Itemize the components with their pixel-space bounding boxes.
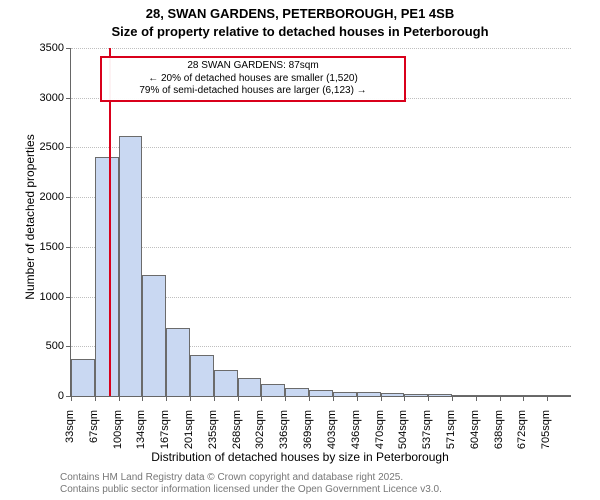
xtick-label: 336sqm: [278, 410, 290, 460]
histogram-bar: [333, 392, 357, 396]
histogram-bar: [452, 395, 476, 396]
xtick-label: 504sqm: [397, 410, 409, 460]
xtick-label: 436sqm: [350, 410, 362, 460]
histogram-bar: [428, 394, 452, 396]
annotation-line1: 28 SWAN GARDENS: 87sqm: [108, 60, 398, 73]
xtick-mark: [476, 396, 477, 401]
xtick-mark: [500, 396, 501, 401]
xtick-label: 604sqm: [469, 410, 481, 460]
histogram-bar: [381, 393, 405, 396]
xtick-label: 571sqm: [445, 410, 457, 460]
footer-copyright-1: Contains HM Land Registry data © Crown c…: [60, 472, 403, 483]
xtick-label: 167sqm: [159, 410, 171, 460]
ytick-label: 3500: [30, 42, 64, 54]
xtick-label: 67sqm: [88, 410, 100, 460]
ytick-label: 1000: [30, 291, 64, 303]
xtick-mark: [214, 396, 215, 401]
ytick-label: 3000: [30, 92, 64, 104]
histogram-bar: [214, 370, 238, 396]
ytick-label: 2000: [30, 191, 64, 203]
xtick-label: 705sqm: [540, 410, 552, 460]
gridline: [71, 197, 571, 198]
ytick-mark: [66, 297, 71, 298]
xtick-label: 638sqm: [493, 410, 505, 460]
gridline: [71, 247, 571, 248]
xtick-mark: [238, 396, 239, 401]
ytick-label: 2500: [30, 141, 64, 153]
xtick-mark: [261, 396, 262, 401]
xtick-label: 100sqm: [112, 410, 124, 460]
histogram-bar: [523, 395, 547, 396]
xtick-mark: [523, 396, 524, 401]
histogram-bar: [71, 359, 95, 396]
gridline: [71, 147, 571, 148]
xtick-mark: [357, 396, 358, 401]
ytick-mark: [66, 346, 71, 347]
ytick-mark: [66, 247, 71, 248]
chart-title-address: 28, SWAN GARDENS, PETERBOROUGH, PE1 4SB: [0, 6, 600, 21]
property-annotation-box: 28 SWAN GARDENS: 87sqm ← 20% of detached…: [100, 56, 406, 102]
histogram-bar: [119, 136, 143, 397]
histogram-bar: [547, 395, 571, 396]
property-size-histogram: 28, SWAN GARDENS, PETERBOROUGH, PE1 4SB …: [0, 0, 600, 500]
gridline: [71, 48, 571, 49]
xtick-label: 403sqm: [326, 410, 338, 460]
histogram-bar: [238, 378, 262, 396]
xtick-mark: [95, 396, 96, 401]
ytick-mark: [66, 98, 71, 99]
histogram-bar: [95, 157, 119, 396]
xtick-mark: [309, 396, 310, 401]
ytick-label: 1500: [30, 241, 64, 253]
y-axis-label: Number of detached properties: [23, 77, 37, 357]
xtick-label: 235sqm: [207, 410, 219, 460]
xtick-mark: [166, 396, 167, 401]
xtick-mark: [381, 396, 382, 401]
histogram-bar: [500, 395, 524, 396]
xtick-label: 33sqm: [64, 410, 76, 460]
xtick-mark: [404, 396, 405, 401]
xtick-mark: [428, 396, 429, 401]
xtick-label: 672sqm: [516, 410, 528, 460]
histogram-bar: [190, 355, 214, 396]
ytick-mark: [66, 197, 71, 198]
xtick-mark: [119, 396, 120, 401]
ytick-label: 0: [30, 390, 64, 402]
ytick-label: 500: [30, 340, 64, 352]
xtick-mark: [71, 396, 72, 401]
histogram-bar: [357, 392, 381, 396]
annotation-line2: ← 20% of detached houses are smaller (1,…: [108, 73, 398, 86]
xtick-mark: [452, 396, 453, 401]
histogram-bar: [261, 384, 285, 396]
xtick-label: 537sqm: [421, 410, 433, 460]
histogram-bar: [285, 388, 309, 396]
xtick-label: 369sqm: [302, 410, 314, 460]
annotation-line3: 79% of semi-detached houses are larger (…: [108, 85, 398, 98]
xtick-mark: [142, 396, 143, 401]
xtick-label: 134sqm: [135, 410, 147, 460]
xtick-label: 302sqm: [254, 410, 266, 460]
ytick-mark: [66, 48, 71, 49]
xtick-mark: [547, 396, 548, 401]
xtick-label: 470sqm: [374, 410, 386, 460]
footer-copyright-2: Contains public sector information licen…: [60, 484, 442, 495]
histogram-bar: [166, 328, 190, 396]
xtick-label: 268sqm: [231, 410, 243, 460]
chart-title-subtitle: Size of property relative to detached ho…: [0, 24, 600, 39]
xtick-mark: [333, 396, 334, 401]
xtick-mark: [285, 396, 286, 401]
histogram-bar: [142, 275, 166, 396]
ytick-mark: [66, 147, 71, 148]
xtick-label: 201sqm: [183, 410, 195, 460]
histogram-bar: [309, 390, 333, 396]
histogram-bar: [476, 395, 500, 396]
histogram-bar: [404, 394, 428, 396]
xtick-mark: [190, 396, 191, 401]
